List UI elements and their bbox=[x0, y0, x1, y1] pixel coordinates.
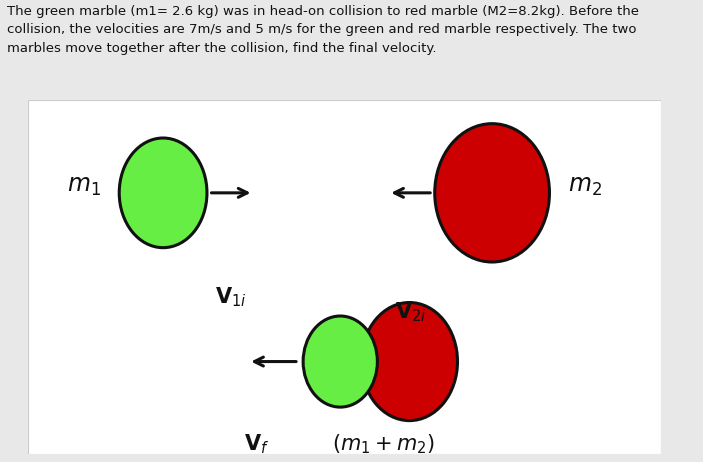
Text: $\mathbf{V}_{2i}$: $\mathbf{V}_{2i}$ bbox=[395, 300, 427, 323]
Ellipse shape bbox=[303, 316, 378, 407]
Text: $(m_1+m_2)$: $(m_1+m_2)$ bbox=[332, 432, 434, 456]
Text: $m_1$: $m_1$ bbox=[67, 175, 101, 198]
Text: $\mathbf{V}_f$: $\mathbf{V}_f$ bbox=[244, 432, 269, 456]
Text: $\mathbf{V}_{1i}$: $\mathbf{V}_{1i}$ bbox=[214, 286, 247, 309]
Text: $m_2$: $m_2$ bbox=[568, 175, 602, 198]
Ellipse shape bbox=[120, 138, 207, 248]
Text: The green marble (m1= 2.6 kg) was in head-on collision to red marble (M2=8.2kg).: The green marble (m1= 2.6 kg) was in hea… bbox=[7, 5, 639, 55]
Ellipse shape bbox=[361, 303, 458, 420]
Ellipse shape bbox=[434, 124, 550, 262]
FancyBboxPatch shape bbox=[28, 100, 661, 454]
